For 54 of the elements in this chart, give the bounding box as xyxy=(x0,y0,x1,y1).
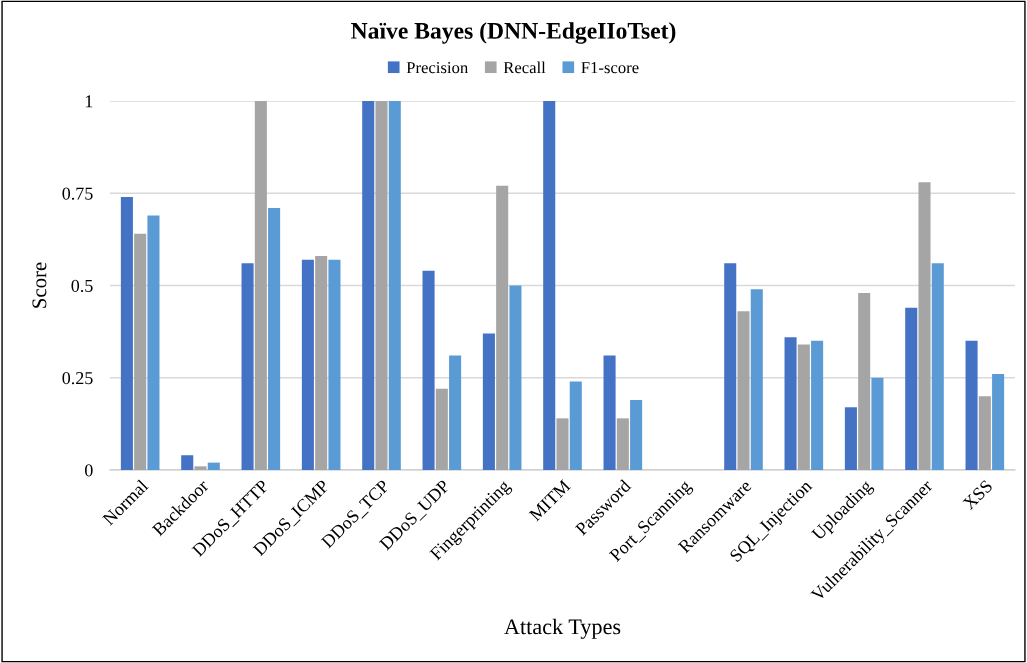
bar xyxy=(375,101,388,470)
bar xyxy=(858,292,871,470)
y-tick-label: 1 xyxy=(85,95,93,108)
bar xyxy=(509,285,522,470)
bar xyxy=(301,259,314,470)
bar xyxy=(871,377,884,470)
bar xyxy=(241,263,254,470)
bar xyxy=(750,289,763,470)
bar xyxy=(328,259,341,470)
bar xyxy=(616,418,629,470)
bar xyxy=(918,182,931,470)
bar xyxy=(844,407,857,470)
bar xyxy=(556,418,569,470)
bar xyxy=(905,307,918,470)
bar xyxy=(784,337,797,470)
bar xyxy=(811,340,824,470)
bar xyxy=(724,263,737,470)
y-axis-title: Score xyxy=(32,262,47,308)
bar xyxy=(181,455,194,470)
bar xyxy=(482,333,495,470)
y-tick-label: 0.75 xyxy=(62,187,93,200)
x-tick-label: XSS xyxy=(962,479,994,511)
bar xyxy=(797,344,810,470)
bar xyxy=(254,101,267,470)
bar xyxy=(449,355,462,470)
bar xyxy=(978,396,991,470)
bar xyxy=(496,185,509,470)
bar xyxy=(120,196,133,470)
bar xyxy=(931,263,944,470)
y-tick-label: 0 xyxy=(84,464,93,477)
legend-label: F1-score xyxy=(581,62,639,74)
bar xyxy=(435,388,448,470)
bar xyxy=(569,381,582,470)
bar xyxy=(315,255,328,470)
bar xyxy=(603,355,616,470)
bar xyxy=(630,399,643,470)
bar xyxy=(965,340,978,470)
bar xyxy=(194,466,207,470)
y-tick-label: 0.5 xyxy=(71,279,93,293)
chart-title: Naïve Bayes (DNN-EdgeIIoTset) xyxy=(351,22,676,44)
bar xyxy=(147,215,160,470)
bar xyxy=(992,374,1005,470)
bar xyxy=(362,101,375,470)
bar xyxy=(268,208,281,470)
y-tick-label: 0.25 xyxy=(62,372,93,385)
bar xyxy=(543,101,556,470)
bar xyxy=(388,101,401,470)
bar xyxy=(737,311,750,470)
bar xyxy=(134,233,147,470)
bar xyxy=(422,270,435,470)
bar xyxy=(207,462,220,470)
legend-label: Recall xyxy=(503,61,546,74)
legend-label: Precision xyxy=(406,62,468,74)
x-axis-title: Attack Types xyxy=(504,618,621,639)
